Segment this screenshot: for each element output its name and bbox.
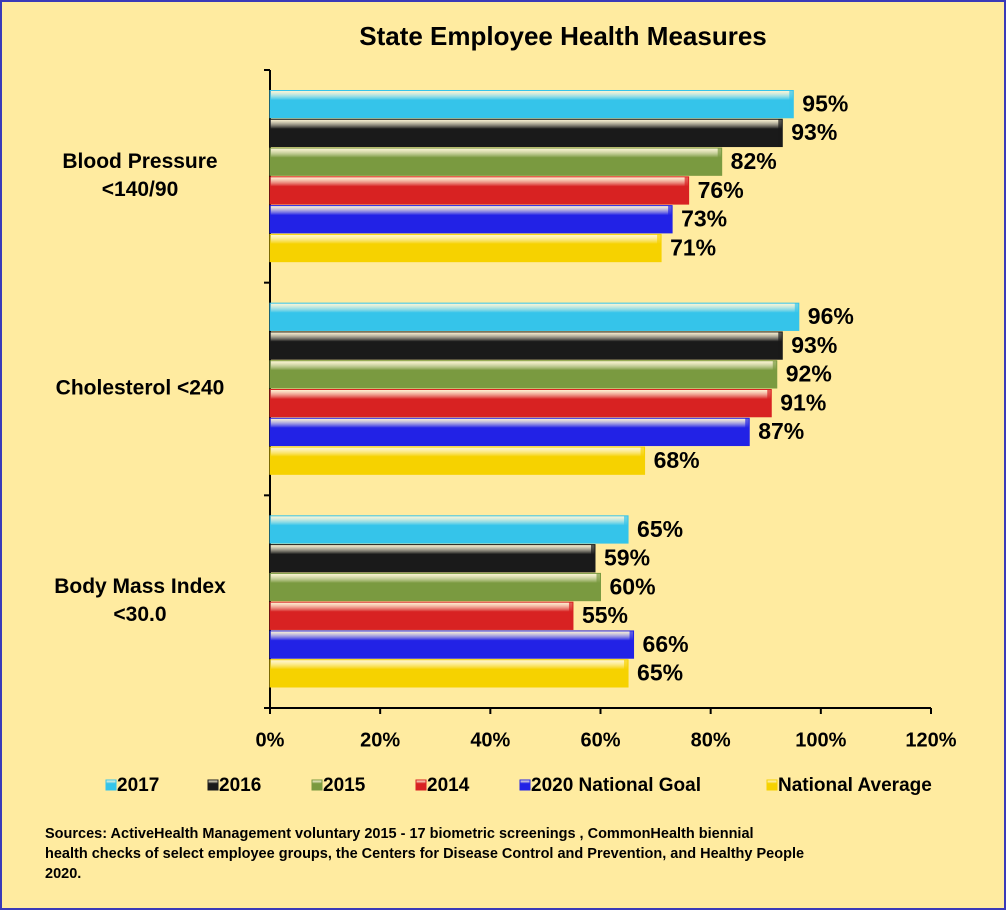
bar-cap [568, 602, 573, 630]
category-label: Body Mass Index [54, 575, 226, 598]
bar [269, 630, 635, 659]
legend-marker [519, 779, 531, 791]
data-label: 65% [637, 660, 683, 686]
legend-label: 2014 [427, 775, 470, 796]
data-label: 91% [780, 389, 826, 415]
bar [269, 302, 800, 331]
bar-cap [772, 360, 777, 388]
data-label: 71% [670, 234, 716, 260]
bar [269, 360, 778, 389]
x-tick-label: 100% [795, 729, 846, 751]
legend-label: National Average [778, 775, 932, 796]
bar-cap [745, 418, 750, 446]
bar-cap [624, 659, 629, 687]
data-label: 59% [604, 545, 650, 571]
x-tick-label: 0% [256, 729, 285, 751]
bar [269, 205, 673, 234]
data-label: 95% [802, 90, 848, 116]
category-label: <30.0 [113, 603, 166, 626]
bar-cap [624, 515, 629, 544]
bar [269, 389, 772, 418]
data-label: 65% [637, 516, 683, 542]
data-label: 60% [610, 573, 656, 599]
x-tick-label: 20% [360, 729, 400, 751]
bar-cap [668, 205, 673, 233]
bar-cap [717, 148, 722, 176]
legend-marker [311, 779, 323, 791]
data-label: 66% [643, 631, 689, 657]
bar [269, 233, 662, 263]
bar-cap [778, 119, 783, 147]
bar [269, 118, 783, 148]
bar-cap [778, 331, 783, 360]
bar-cap [629, 630, 634, 659]
data-label: 76% [698, 177, 744, 203]
bar [269, 572, 601, 602]
legend-label: 2016 [219, 775, 261, 796]
x-tick-label: 80% [691, 729, 731, 751]
category-label: Blood Pressure [62, 150, 217, 173]
legend-marker [105, 779, 117, 791]
bar-cap [596, 573, 601, 601]
bar-cap [657, 234, 662, 262]
x-tick-label: 120% [905, 729, 956, 751]
data-label: 93% [791, 332, 837, 358]
bar-cap [767, 389, 772, 417]
source-note: health checks of select employee groups,… [45, 846, 804, 862]
bar [269, 515, 629, 544]
bar-cap [794, 303, 799, 331]
chart-title: State Employee Health Measures [359, 21, 767, 51]
data-label: 73% [681, 206, 727, 232]
bar [269, 90, 794, 119]
bar-cap [789, 90, 794, 118]
category-label: Cholesterol <240 [56, 377, 225, 400]
data-label: 55% [582, 602, 628, 628]
data-label: 96% [808, 303, 854, 329]
data-label: 92% [786, 361, 832, 387]
legend-marker [207, 779, 219, 791]
x-tick-label: 60% [580, 729, 620, 751]
category-label: <140/90 [102, 178, 179, 201]
legend-marker [415, 779, 427, 791]
legend-label: 2015 [323, 775, 366, 796]
bar-cap [684, 176, 689, 205]
bar [269, 417, 750, 447]
x-tick-label: 40% [470, 729, 510, 751]
bar [269, 601, 574, 630]
source-note: 2020. [45, 866, 81, 882]
bar [269, 147, 723, 176]
legend-label: 2017 [117, 775, 159, 796]
bar [269, 446, 646, 475]
bar [269, 331, 783, 360]
data-label: 82% [731, 148, 777, 174]
bar-cap [590, 544, 595, 572]
bar [269, 544, 596, 573]
legend-marker [766, 779, 778, 791]
data-label: 93% [791, 119, 837, 145]
data-label: 68% [654, 447, 700, 473]
bar [269, 659, 629, 688]
legend-label: 2020 National Goal [531, 775, 701, 796]
bar [269, 176, 690, 205]
data-label: 87% [758, 418, 804, 444]
bar-cap [640, 447, 645, 475]
source-note: Sources: ActiveHealth Management volunta… [45, 826, 754, 842]
